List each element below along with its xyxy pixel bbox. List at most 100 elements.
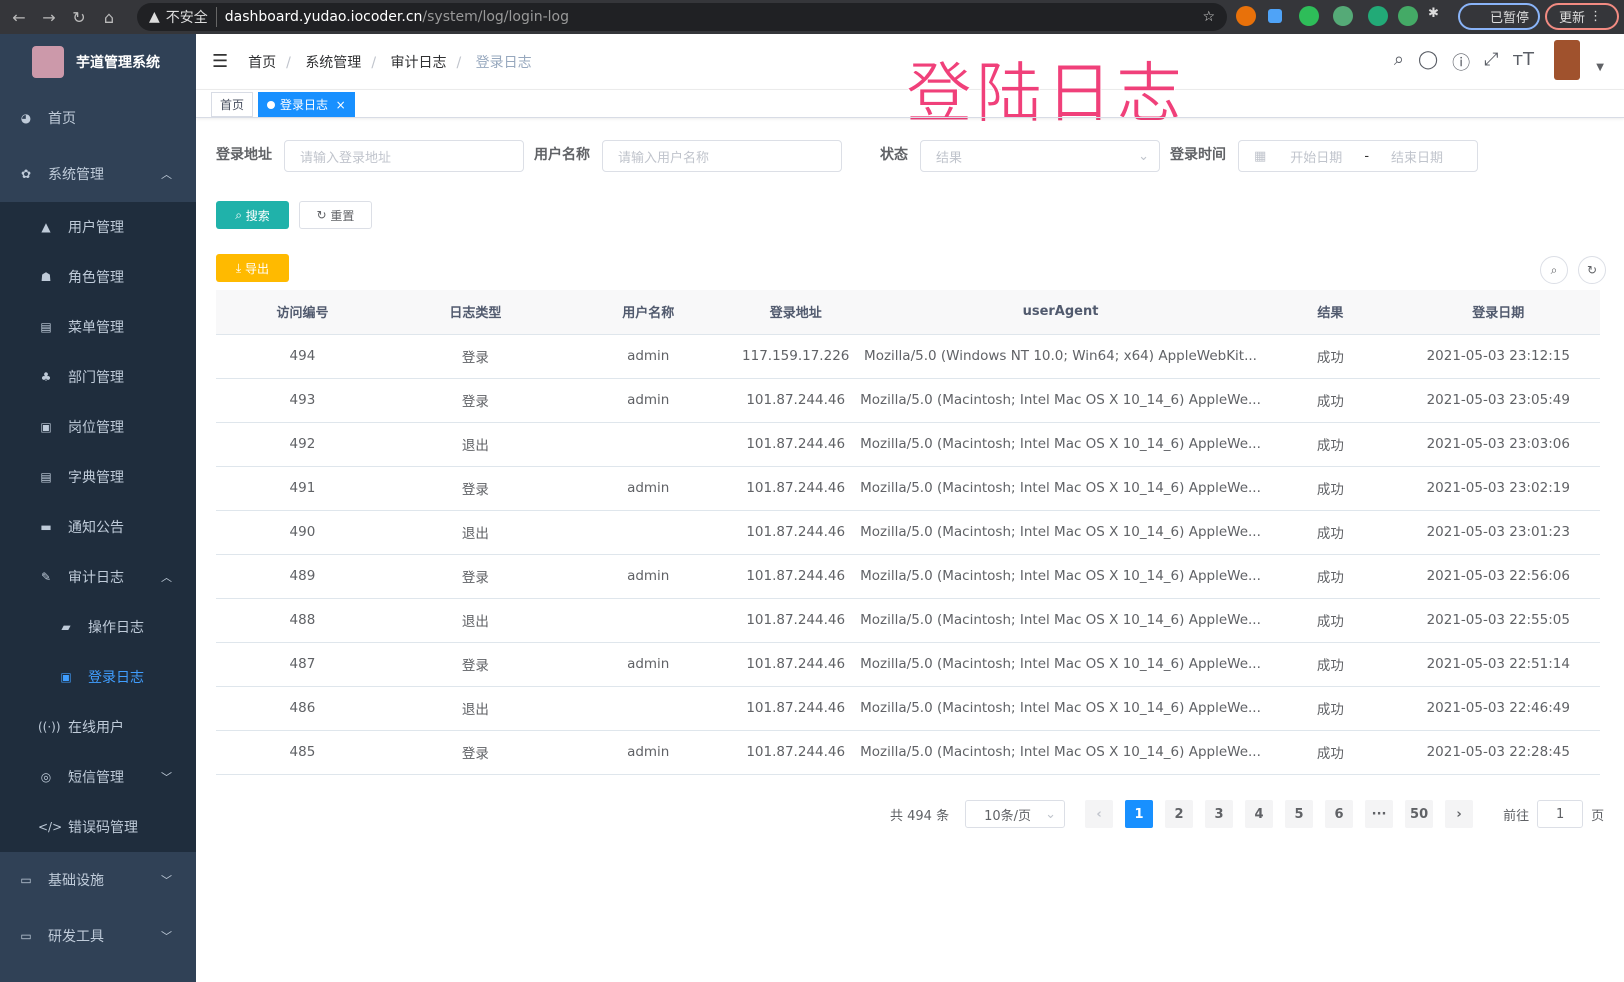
table-cell: 登录 (388, 378, 562, 423)
sidebar-item[interactable]: ▤ 菜单管理 (0, 302, 196, 352)
toggle-search-button[interactable]: ⌕ (1540, 256, 1568, 284)
ip-input[interactable]: 请输入登录地址 (284, 140, 524, 172)
validcode-icon: ◎ (40, 770, 52, 784)
sidebar-item[interactable]: ▣ 登录日志 (0, 652, 196, 702)
table-row: 492 退出 101.87.244.46 Mozilla/5.0 (Macintosh… (216, 422, 1600, 467)
tag-login-log[interactable]: 登录日志 × (258, 92, 355, 117)
forward-icon[interactable]: → (42, 7, 56, 27)
range-separator: - (1364, 148, 1370, 164)
ip-label: 登录地址 (216, 147, 272, 163)
tag-home[interactable]: 首页 (211, 92, 254, 117)
table-cell: admin (561, 730, 735, 775)
page-button[interactable]: 3 (1205, 800, 1234, 828)
table-cell: 登录 (388, 642, 562, 687)
sidebar-item[interactable]: ▬ 通知公告 (0, 502, 196, 552)
breadcrumb-item[interactable]: 系统管理 (305, 54, 362, 71)
breadcrumb-item: 登录日志 (475, 54, 532, 71)
sidebar-item[interactable]: ✿ 系统管理 ︿ (0, 146, 196, 202)
table-cell: Mozilla/5.0 (Macintosh; Intel Mac OS X 1… (856, 730, 1265, 775)
sidebar-item-label: 用户管理 (68, 220, 124, 236)
breadcrumb-item[interactable]: 审计日志 (390, 54, 447, 71)
hamburger-icon[interactable]: ☰ (212, 51, 229, 72)
sidebar-item-label: 研发工具 (48, 929, 104, 945)
sidebar-item[interactable]: ✎ 审计日志 ︿ (0, 552, 196, 602)
extension-icon[interactable] (1268, 9, 1282, 23)
tree-table-icon: ▤ (40, 320, 52, 334)
back-icon[interactable]: ← (12, 7, 26, 27)
sidebar-item[interactable]: ▭ 研发工具 ﹀ (0, 908, 196, 964)
button-label: 搜索 (245, 208, 270, 223)
fullscreen-icon[interactable]: ⤢ (1484, 48, 1499, 70)
font-size-icon[interactable]: ᴛT (1512, 48, 1534, 70)
date-range-picker[interactable]: ▦ 开始日期 - 结束日期 (1238, 140, 1478, 172)
post-icon: ▣ (40, 420, 52, 434)
extension-icon[interactable] (1236, 6, 1256, 26)
sidebar-item[interactable]: ▭ 基础设施 ﹀ (0, 852, 196, 908)
table-cell: Mozilla/5.0 (Macintosh; Intel Mac OS X 1… (856, 642, 1265, 687)
extension-icon[interactable] (1333, 6, 1353, 26)
sidebar-item[interactable]: ♣ 部门管理 (0, 352, 196, 402)
sidebar-item[interactable]: ▲ 用户管理 (0, 202, 196, 252)
page-button[interactable]: 1 (1125, 800, 1154, 828)
table-cell: Mozilla/5.0 (Macintosh; Intel Mac OS X 1… (856, 686, 1265, 731)
bookmark-star-icon[interactable]: ☆ (1202, 9, 1215, 25)
table-cell: 2021-05-03 22:55:05 (1396, 598, 1600, 643)
table-cell: 成功 (1264, 422, 1397, 467)
sidebar-item[interactable]: ▰ 操作日志 (0, 602, 196, 652)
profile-button[interactable]: 已暂停 (1458, 3, 1540, 30)
question-icon[interactable]: ⓘ (1452, 52, 1471, 74)
search-icon[interactable]: ⌕ (1393, 48, 1404, 70)
close-icon[interactable]: × (335, 97, 346, 112)
pagination: 共 494 条 10条/页 ⌄ ‹ 1 2 3 4 5 6 ··· 50 › 前往 1 页 (890, 800, 1604, 828)
sidebar-item-label: 审计日志 (68, 570, 124, 586)
status-select[interactable]: 结果 ⌄ (920, 140, 1160, 172)
table-cell (561, 510, 735, 555)
sidebar-item[interactable]: ▤ 字典管理 (0, 452, 196, 502)
puzzle-icon[interactable]: ✱ (1428, 6, 1439, 21)
page-button[interactable]: 6 (1325, 800, 1354, 828)
column-header: 访问编号 (216, 290, 389, 335)
url-path: /system/log/login-log (422, 9, 570, 25)
next-page-button[interactable]: › (1445, 800, 1474, 828)
sidebar-logo[interactable]: 芋道管理系统 (0, 34, 196, 90)
sidebar-item[interactable]: ☗ 角色管理 (0, 252, 196, 302)
sidebar-item[interactable]: ▣ 岗位管理 (0, 402, 196, 452)
avatar[interactable] (1554, 40, 1580, 80)
page-button[interactable]: 50 (1405, 800, 1434, 828)
table-cell: 退出 (388, 510, 562, 555)
reload-icon[interactable]: ↻ (72, 7, 86, 27)
search-button[interactable]: ⌕ 搜索 (216, 201, 289, 229)
reset-button[interactable]: ↻ 重置 (299, 201, 372, 229)
page-button[interactable]: 5 (1285, 800, 1314, 828)
page-button[interactable]: 2 (1165, 800, 1194, 828)
sidebar-item[interactable]: ((·)) 在线用户 (0, 702, 196, 752)
button-label: 重置 (330, 208, 355, 223)
sidebar-item[interactable]: </> 错误码管理 (0, 802, 196, 852)
goto-page-input[interactable]: 1 (1537, 800, 1584, 828)
github-icon[interactable]: ◯ (1417, 48, 1439, 70)
table-cell: 494 (216, 334, 389, 379)
extension-icon[interactable] (1368, 6, 1388, 26)
sidebar-item[interactable]: ◎ 短信管理 ﹀ (0, 752, 196, 802)
address-bar[interactable]: ▲ 不安全 dashboard.yudao.iocoder.cn/system/… (137, 3, 1227, 31)
chevron-down-icon: ⌄ (1138, 148, 1149, 164)
refresh-button[interactable]: ↻ (1578, 256, 1606, 284)
table-cell: 退出 (388, 686, 562, 731)
sidebar-item-label: 首页 (48, 111, 76, 127)
page-button[interactable]: ··· (1365, 800, 1394, 828)
breadcrumb-item[interactable]: 首页 (248, 54, 277, 71)
security-label: 不安全 (166, 7, 217, 27)
page-button[interactable]: 4 (1245, 800, 1274, 828)
page-size-select[interactable]: 10条/页 ⌄ (965, 800, 1066, 828)
sidebar: 芋道管理系统 ◕ 首页 ✿ 系统管理 ︿ ▲ 用户管理 ☗ 角色管理 ▤ 菜单管理 ♣ 部门管理 ▣ 岗位管… (0, 34, 196, 982)
sidebar-item[interactable]: ◕ 首页 (0, 90, 196, 146)
prev-page-button[interactable]: ‹ (1085, 800, 1114, 828)
extension-icon[interactable] (1299, 6, 1319, 26)
home-icon[interactable]: ⌂ (103, 7, 115, 27)
caret-down-icon[interactable]: ▼ (1596, 62, 1604, 73)
export-button[interactable]: ⤓ 导出 (216, 254, 289, 282)
update-button[interactable]: 更新 ⋮ (1545, 3, 1619, 30)
username-input[interactable]: 请输入用户名称 (602, 140, 842, 172)
download-icon: ⤓ (235, 260, 246, 275)
extension-icon[interactable] (1398, 6, 1418, 26)
